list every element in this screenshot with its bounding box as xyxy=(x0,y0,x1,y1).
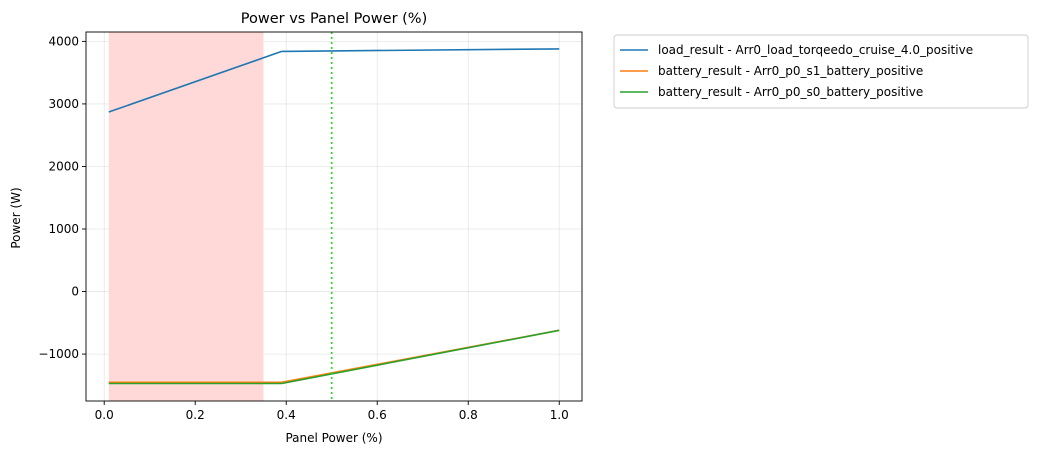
x-tick-label: 0.4 xyxy=(277,408,296,422)
x-tick-label: 1.0 xyxy=(550,408,569,422)
y-tick-label: −1000 xyxy=(38,347,79,361)
legend-label-0: load_result - Arr0_load_torqeedo_cruise_… xyxy=(658,43,973,57)
y-tick-label: 4000 xyxy=(48,34,79,48)
x-tick-label: 0.2 xyxy=(186,408,205,422)
legend-label-1: battery_result - Arr0_p0_s1_battery_posi… xyxy=(658,64,923,78)
series-line-2 xyxy=(108,329,560,385)
y-tick-label: 1000 xyxy=(48,222,79,236)
shaded-region xyxy=(108,32,264,401)
y-tick-label: 2000 xyxy=(48,159,79,173)
x-tick-label: 0.6 xyxy=(368,408,387,422)
axes-frame xyxy=(85,31,583,402)
x-axis-title: Panel Power (%) xyxy=(285,431,382,445)
legend-label-2: battery_result - Arr0_p0_s0_battery_posi… xyxy=(658,85,923,99)
y-tick-label: 0 xyxy=(71,285,79,299)
y-tick-label: 3000 xyxy=(48,97,79,111)
chart-title: Power vs Panel Power (%) xyxy=(241,11,427,27)
legend: load_result - Arr0_load_torqeedo_cruise_… xyxy=(613,34,1029,109)
y-axis-title: Power (W) xyxy=(9,187,23,248)
legend-box xyxy=(613,34,1029,109)
x-tick-label: 0.8 xyxy=(459,408,478,422)
x-tick-label: 0.0 xyxy=(95,408,114,422)
series-line-0 xyxy=(108,48,560,113)
